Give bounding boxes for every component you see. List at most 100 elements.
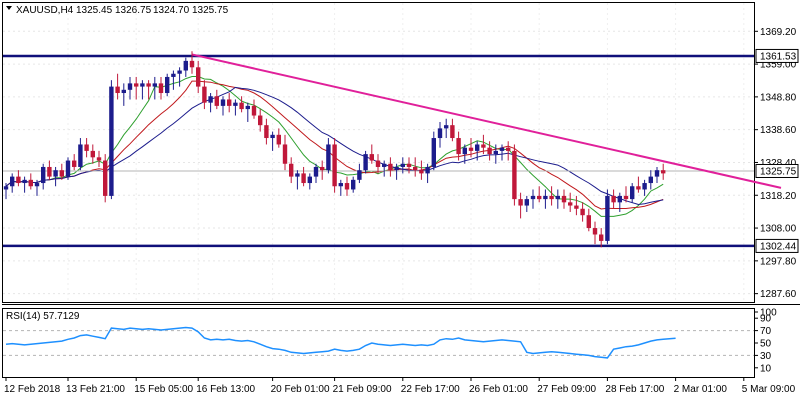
candle-bull-body (245, 105, 250, 110)
ohlc-high: 1326.75 (115, 5, 152, 16)
ohlc-low: 1324.70 (153, 5, 190, 16)
candle-bear-body (468, 147, 474, 151)
candle-bull-body (630, 186, 635, 200)
candle-bull-body (617, 195, 622, 203)
candle-bull-body (363, 154, 368, 171)
candle-bull-body (648, 176, 653, 184)
rsi-tick-label: 100 (760, 308, 777, 319)
candle-bear-body (388, 163, 393, 171)
candle-bull-body (338, 183, 343, 187)
candle-bull-body (475, 144, 480, 151)
main-plot-frame (2, 2, 755, 303)
candle-bear-body (592, 228, 598, 235)
candle-bear-body (406, 163, 412, 167)
candle-bear-body (549, 195, 554, 200)
candle-bear-body (84, 144, 89, 151)
time-tick-label: 22 Feb 17:00 (401, 384, 460, 395)
rsi-tick-label: 90 (760, 314, 772, 325)
candle-bear-body (561, 195, 567, 203)
support-price-tag: 1302.44 (760, 241, 797, 252)
ohlc-close: 1325.75 (192, 5, 229, 16)
candle-bull-body (642, 183, 647, 190)
price-tick-label: 1297.80 (760, 256, 797, 267)
candle-bull-body (152, 83, 157, 87)
candle-bear-body (506, 147, 511, 151)
rsi-tick-label: 50 (760, 339, 772, 350)
time-tick-label: 20 Feb 01:00 (271, 384, 330, 395)
candle-bull-body (654, 170, 660, 177)
candle-bull-body (394, 166, 399, 171)
candle-bear-body (301, 173, 306, 184)
candle-bull-body (543, 195, 548, 200)
time-tick-label: 13 Feb 21:00 (66, 384, 125, 395)
candle-bull-body (295, 173, 300, 177)
candle-bear-body (239, 102, 244, 110)
candle-bear-body (96, 157, 102, 161)
resistance-price-tag-box (755, 48, 799, 63)
candle-bull-body (425, 166, 430, 174)
candle-bear-body (158, 83, 164, 94)
candle-bear-body (450, 125, 455, 139)
candle-bear-body (289, 163, 294, 177)
candle-bear-body (586, 215, 591, 229)
candle-bear-body (518, 199, 523, 206)
candle-bull-body (307, 176, 312, 184)
time-tick-label: 5 Mar 09:00 (742, 384, 796, 395)
horizontal-levels: 1361.53 1302.44 1325.75 (3, 48, 799, 253)
candle-bull-body (183, 60, 188, 71)
price-tick-label: 1369.20 (760, 27, 797, 38)
candle-bull-body (524, 199, 529, 206)
candle-bull-body (499, 147, 505, 151)
rsi-label: RSI(14) 57.7129 (6, 311, 80, 322)
candle-bull-body (444, 125, 449, 129)
candle-bear-body (580, 208, 585, 216)
symbol-dropdown-icon[interactable] (6, 6, 12, 10)
candles (3, 51, 666, 248)
support-price-tag-box (755, 238, 799, 253)
candle-bear-body (16, 176, 21, 184)
candle-bull-body (78, 144, 83, 167)
candle-bear-body (146, 83, 151, 87)
price-tick-label: 1328.40 (760, 158, 797, 169)
candle-bear-body (599, 234, 604, 241)
ohlc-open: 1325.45 (76, 5, 113, 16)
candle-bear-body (636, 186, 641, 190)
candle-bull-body (270, 134, 275, 139)
candle-bear-body (47, 166, 52, 177)
candle-bull-body (140, 83, 145, 87)
rsi-plot-frame (2, 308, 755, 378)
rsi-line (5, 326, 676, 359)
current-price-tag-box (755, 163, 799, 178)
price-tick-label: 1287.60 (760, 289, 797, 300)
resistance-price-tag: 1361.53 (760, 51, 797, 62)
rsi-tick-label: 10 (760, 363, 772, 374)
candle-bear-body (332, 144, 337, 187)
candle-bear-body (611, 195, 616, 203)
candle-bear-body (214, 96, 219, 106)
main-gridlines (3, 3, 754, 302)
candle-bull-body (233, 102, 238, 106)
candle-bull-body (165, 76, 170, 94)
candle-bear-body (661, 170, 666, 174)
candle-bull-body (431, 138, 436, 167)
price-tick-label: 1359.00 (760, 60, 797, 71)
candle-bear-body (59, 170, 64, 177)
price-tick-label: 1318.20 (760, 191, 797, 202)
candle-bear-body (369, 154, 374, 161)
time-tick-label: 27 Feb 09:00 (537, 384, 596, 395)
candle-bear-body (456, 138, 461, 155)
symbol-label: XAUUSD,H4 (16, 5, 74, 16)
candle-bear-body (487, 147, 492, 155)
candle-bull-body (109, 86, 114, 196)
candle-bull-body (121, 89, 126, 94)
current-price-tag: 1325.75 (760, 166, 797, 177)
candle-bear-body (103, 160, 108, 196)
candle-bull-body (171, 73, 176, 77)
candle-bear-body (202, 86, 207, 103)
rsi-tick-label: 30 (760, 351, 772, 362)
candle-bear-body (72, 160, 77, 167)
rsi-indicator (3, 326, 754, 359)
candle-bear-body (481, 144, 486, 148)
candle-bear-body (196, 67, 201, 87)
